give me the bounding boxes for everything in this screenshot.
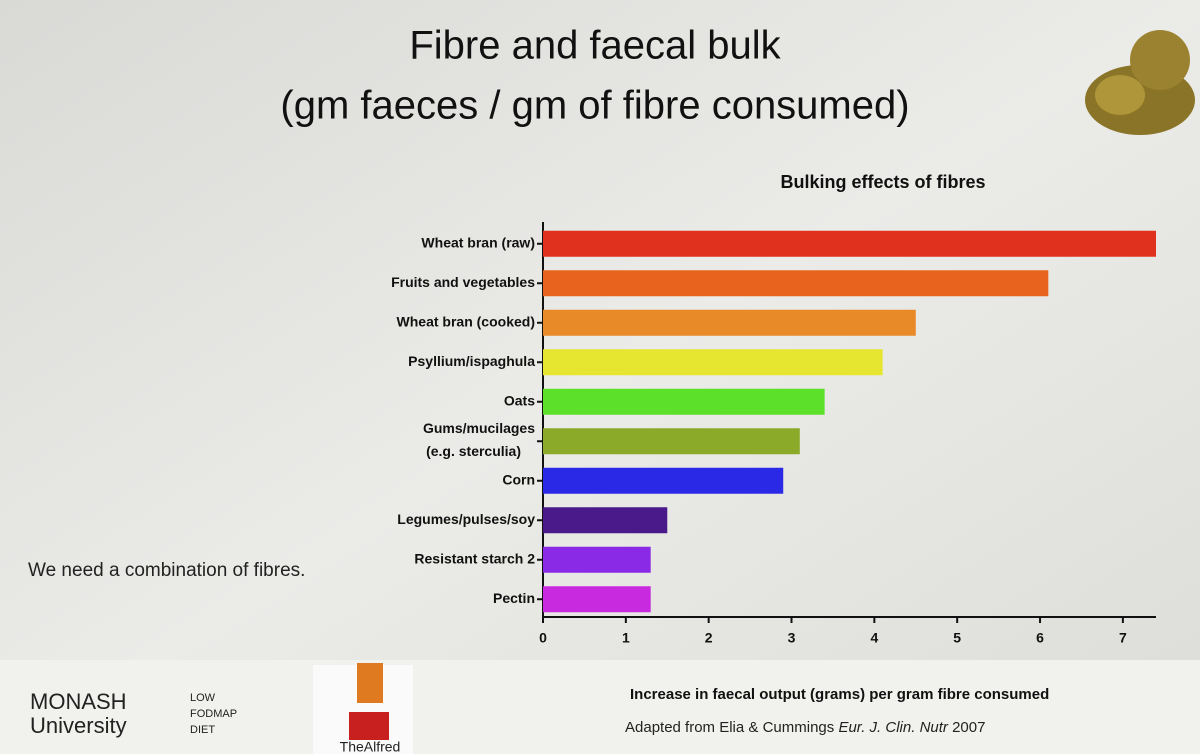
source-year: 2007 <box>952 719 985 736</box>
x-tick-label: 3 <box>788 630 796 646</box>
x-tick-label: 2 <box>705 630 713 646</box>
source-text: Adapted from Elia & Cummings <box>625 719 834 736</box>
y-tick-label: Corn <box>502 471 535 487</box>
y-tick-label: Wheat bran (cooked) <box>397 313 535 329</box>
y-tick-label: Psyllium/ispaghula <box>408 353 535 369</box>
bar <box>543 309 916 336</box>
logo-fodmap: FODMAP <box>190 708 237 720</box>
bar <box>543 546 651 573</box>
stool-image <box>1085 30 1195 135</box>
x-tick-label: 0 <box>539 630 547 646</box>
y-tick-label: Pectin <box>493 590 535 606</box>
slide-title: (gm faeces / gm of fibre consumed) <box>280 84 909 128</box>
note: We need a combination of fibres. <box>28 560 305 581</box>
slide-title: Fibre and faecal bulk <box>409 24 781 68</box>
logo-monash: University <box>30 713 127 738</box>
footer-band <box>0 660 1200 754</box>
logo-alfred-bar <box>357 663 383 703</box>
y-tick-label: Fruits and vegetables <box>391 274 535 290</box>
chart-title: Bulking effects of fibres <box>780 172 985 192</box>
x-tick-label: 6 <box>1036 630 1044 646</box>
x-tick-label: 4 <box>870 630 878 646</box>
logo-fodmap: LOW <box>190 692 216 704</box>
bar <box>543 270 1049 297</box>
bar <box>543 230 1156 257</box>
bar <box>543 349 883 376</box>
y-tick-label: Wheat bran (raw) <box>421 234 535 250</box>
x-tick-label: 5 <box>953 630 961 646</box>
y-tick-label: Oats <box>504 392 535 408</box>
logo-alfred-cross <box>349 712 389 740</box>
bar <box>543 388 825 415</box>
bar <box>543 428 800 455</box>
bar <box>543 507 668 534</box>
source: Adapted from Elia & Cummings Eur. J. Cli… <box>625 719 985 736</box>
bar <box>543 467 784 494</box>
y-tick-label: Legumes/pulses/soy <box>397 511 535 527</box>
logo-fodmap: DIET <box>190 724 215 736</box>
y-tick-label: Resistant starch 2 <box>414 550 535 566</box>
x-axis-label: Increase in faecal output (grams) per gr… <box>630 686 1049 703</box>
x-tick-label: 7 <box>1119 630 1127 646</box>
source-journal: Eur. J. Clin. Nutr <box>838 719 948 736</box>
logo-alfred: TheAlfred <box>340 739 401 754</box>
y-tick-label: Gums/mucilages (e.g. sterculia) <box>423 419 535 458</box>
x-tick-label: 1 <box>622 630 630 646</box>
logo-monash: MONASH <box>30 689 127 714</box>
bar <box>543 586 651 613</box>
